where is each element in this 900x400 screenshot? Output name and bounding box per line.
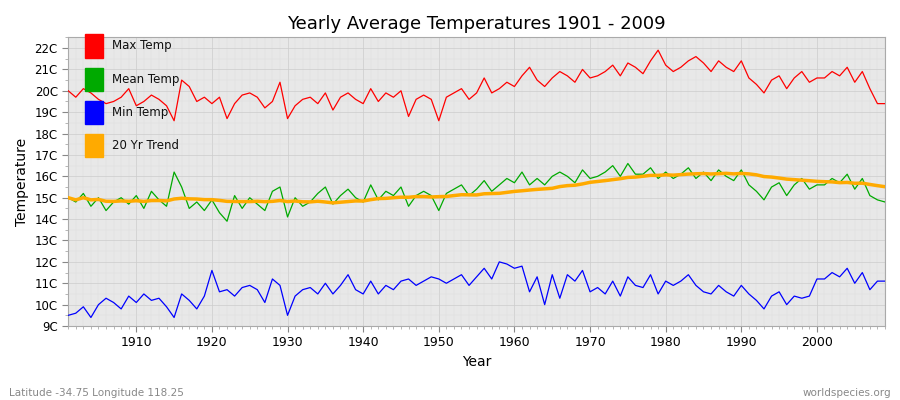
Text: Min Temp: Min Temp: [112, 106, 168, 119]
Text: 20 Yr Trend: 20 Yr Trend: [112, 139, 179, 152]
Text: Latitude -34.75 Longitude 118.25: Latitude -34.75 Longitude 118.25: [9, 388, 184, 398]
Text: worldspecies.org: worldspecies.org: [803, 388, 891, 398]
Text: Max Temp: Max Temp: [112, 40, 172, 52]
X-axis label: Year: Year: [462, 355, 491, 369]
FancyBboxPatch shape: [85, 68, 103, 91]
FancyBboxPatch shape: [85, 134, 103, 157]
Text: Mean Temp: Mean Temp: [112, 73, 180, 86]
FancyBboxPatch shape: [85, 101, 103, 124]
Y-axis label: Temperature: Temperature: [15, 138, 29, 226]
Title: Yearly Average Temperatures 1901 - 2009: Yearly Average Temperatures 1901 - 2009: [287, 15, 666, 33]
FancyBboxPatch shape: [85, 34, 103, 58]
